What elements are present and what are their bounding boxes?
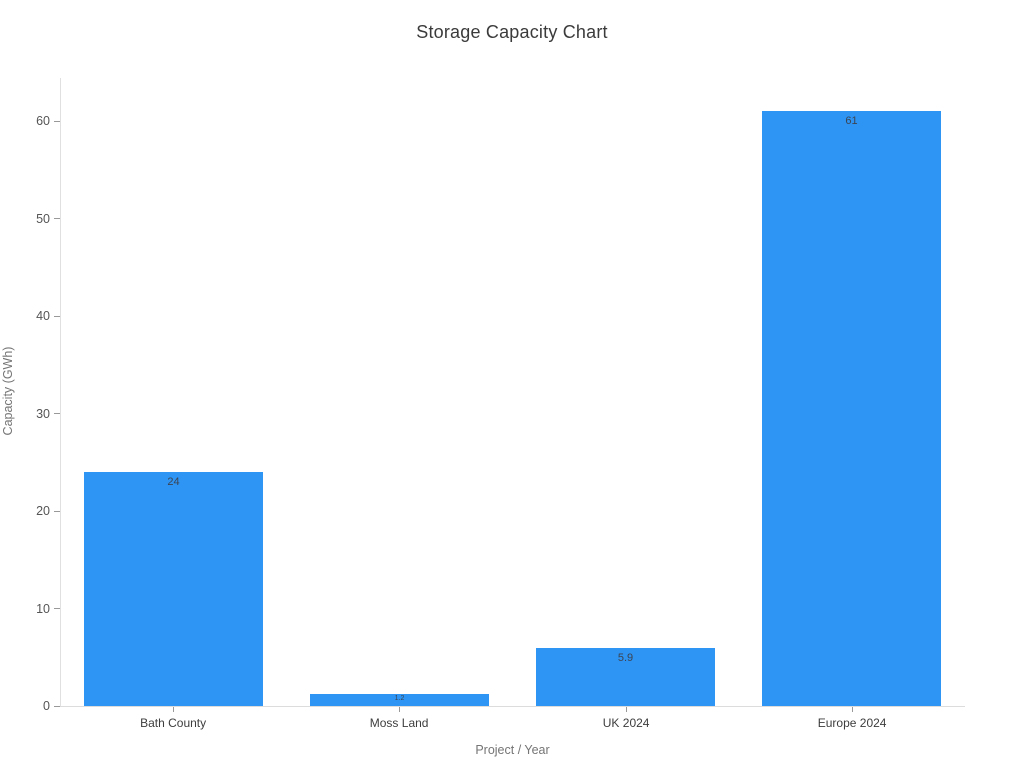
y-tick-mark: [54, 608, 60, 609]
bar-bath-county: [84, 472, 263, 706]
x-tick-mark: [626, 707, 627, 712]
bar-moss-land: [310, 694, 489, 706]
x-tick-label: Moss Land: [369, 716, 429, 730]
y-tick-label: 40: [36, 309, 50, 323]
x-tick-label: UK 2024: [602, 716, 650, 730]
y-axis-line: [60, 78, 61, 707]
x-tick-label: Bath County: [140, 716, 207, 730]
y-axis-title: Capacity (GWh): [1, 346, 15, 436]
y-tick-label: 10: [36, 601, 50, 616]
chart-title: Storage Capacity Chart: [416, 22, 608, 42]
y-tick-mark: [54, 218, 60, 219]
y-tick-label: 0: [43, 699, 50, 713]
x-tick-mark: [173, 707, 174, 712]
x-tick-mark: [852, 707, 853, 712]
x-tick-label: Europe 2024: [817, 716, 887, 730]
y-tick-label: 50: [36, 211, 50, 226]
x-axis-line: [60, 706, 965, 707]
x-tick-mark: [399, 707, 400, 712]
y-tick-mark: [54, 510, 60, 512]
y-tick-label: 60: [36, 114, 50, 128]
y-tick-label: 20: [36, 504, 50, 518]
bar-europe-2024: [762, 111, 941, 706]
y-tick-mark: [54, 413, 60, 414]
bar-uk-2024: [536, 648, 715, 706]
x-axis-title: Project / Year: [475, 743, 550, 757]
y-tick-mark: [54, 705, 60, 707]
y-tick-label: 30: [36, 406, 50, 421]
y-tick-mark: [54, 315, 60, 317]
y-tick-mark: [54, 120, 60, 122]
